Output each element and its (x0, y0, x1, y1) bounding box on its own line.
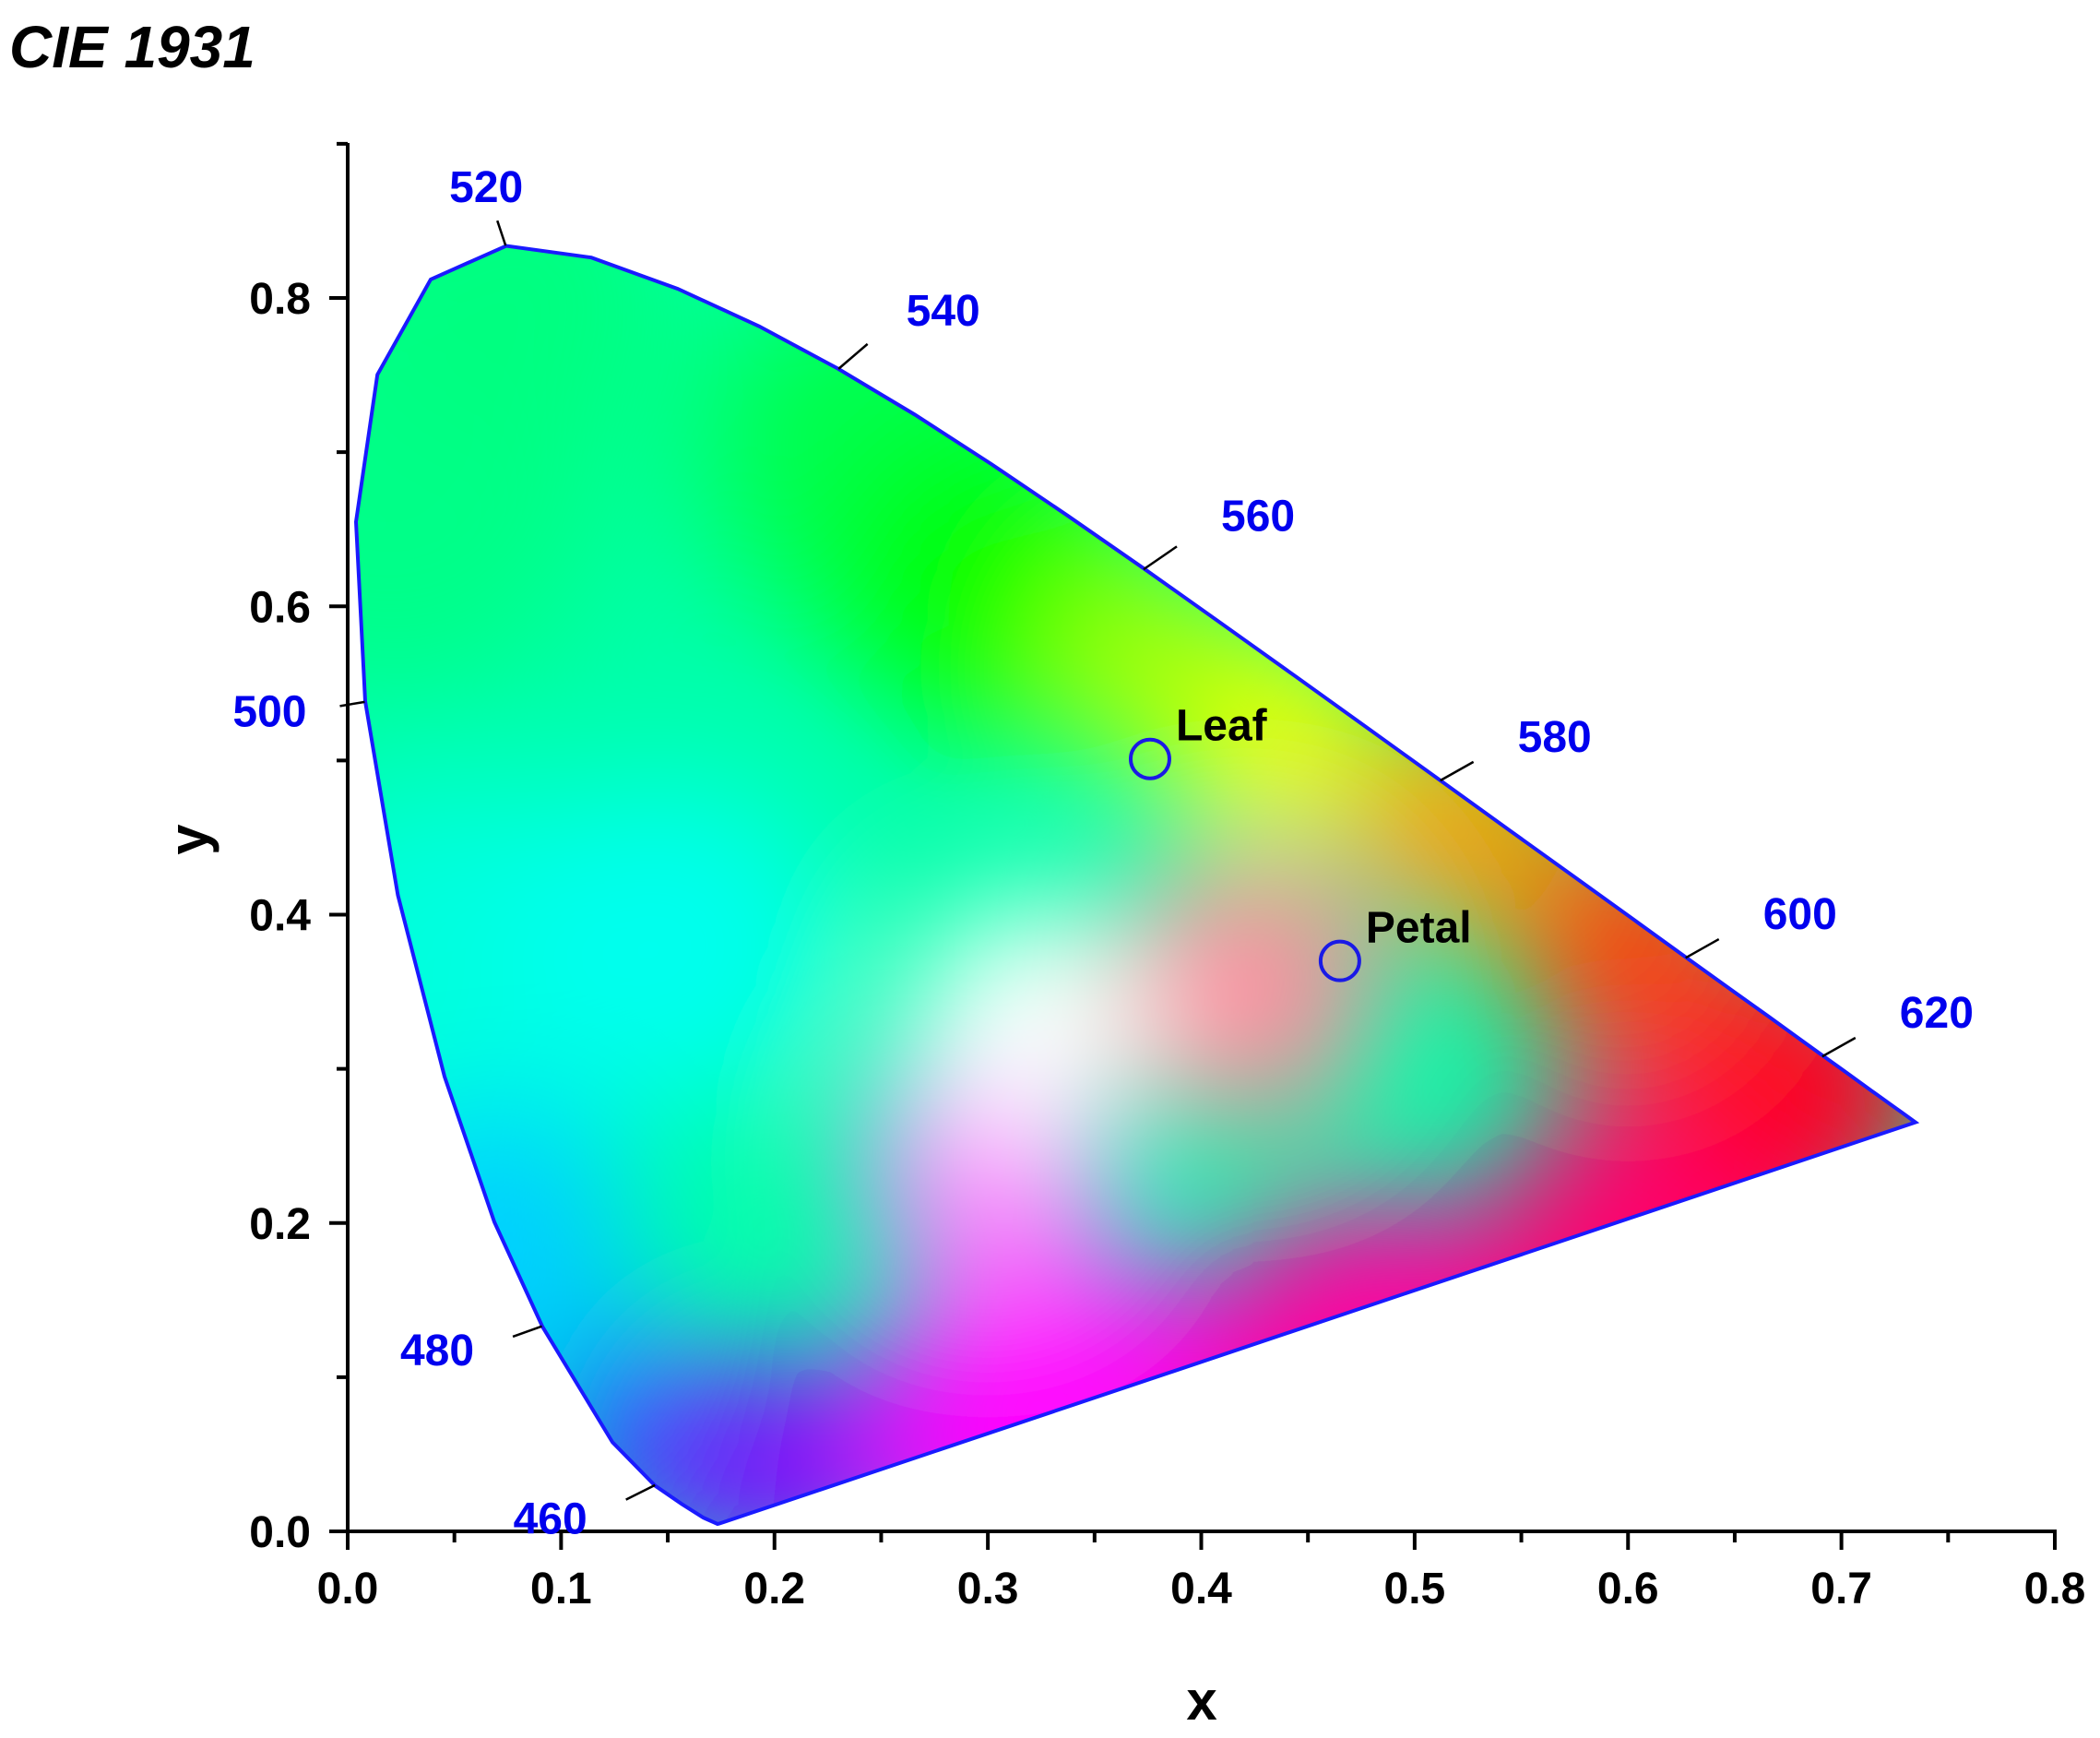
wavelength-label: 600 (1763, 890, 1837, 939)
x-tick-label: 0.4 (1170, 1565, 1232, 1613)
wavelength-label: 460 (514, 1495, 587, 1544)
wavelength-tick (496, 220, 507, 246)
x-tick-label: 0.8 (2024, 1565, 2086, 1613)
x-tick-label: 0.5 (1384, 1565, 1446, 1613)
wavelength-label: 500 (232, 687, 306, 736)
fill-blob (867, 1239, 1237, 1524)
sample-label: Leaf (1176, 702, 1268, 751)
wavelength-tick (1440, 760, 1475, 782)
y-tick-label: 0.0 (249, 1508, 311, 1557)
wavelength-tick (625, 1483, 656, 1501)
wavelength-labels: 460 480 500 520 540 560 580 600 620 (232, 163, 1973, 1543)
y-tick-label: 0.2 (249, 1200, 311, 1249)
x-tick-label: 0.6 (1597, 1565, 1659, 1613)
y-tick-label: 0.8 (249, 275, 311, 324)
wavelength-tick (837, 342, 869, 370)
fill-blob (663, 1359, 885, 1524)
axes: 0.0 0.1 0.2 0.3 0.4 0.5 0.6 0.7 0.8 0.0 0.2 0.4 0.6 0… (249, 141, 2086, 1613)
sample-marker (1128, 737, 1171, 780)
wavelength-label: 480 (400, 1327, 474, 1375)
chart-title: CIE 1931 (9, 14, 255, 80)
wavelength-tick (1685, 937, 1720, 959)
sample-label: Petal (1366, 904, 1472, 953)
x-axis-label: x (1186, 1670, 1216, 1732)
wavelength-label: 520 (449, 163, 523, 212)
wavelength-label: 540 (907, 287, 980, 336)
x-tick-label: 0.2 (743, 1565, 805, 1613)
wavelength-label: 560 (1221, 492, 1295, 541)
x-tick-label: 0.0 (317, 1565, 379, 1613)
fill-blob (1057, 566, 1261, 770)
wavelength-tick (512, 1325, 542, 1339)
wavelength-tick (339, 700, 365, 708)
wavelength-label: 580 (1518, 713, 1592, 762)
wavelength-tick (1143, 545, 1178, 571)
wavelength-tick (1821, 1036, 1857, 1058)
x-tick-label: 0.7 (1810, 1565, 1872, 1613)
sample-marker (1318, 939, 1361, 982)
chromaticity-fill (356, 245, 1916, 1524)
spectral-locus (353, 244, 1920, 1527)
x-tick-label: 0.1 (530, 1565, 592, 1613)
y-axis-label: y (158, 824, 219, 855)
y-tick-label: 0.6 (249, 583, 311, 632)
wavelength-label: 620 (1900, 989, 1974, 1038)
fill-blob (502, 779, 835, 1112)
y-tick-label: 0.4 (249, 892, 311, 941)
fill-blob (356, 245, 685, 464)
fill-blob (910, 902, 1151, 1143)
x-tick-label: 0.3 (957, 1565, 1019, 1613)
fill-blob (1105, 853, 1382, 1131)
sample-points: Leaf Petal (1128, 702, 1472, 982)
